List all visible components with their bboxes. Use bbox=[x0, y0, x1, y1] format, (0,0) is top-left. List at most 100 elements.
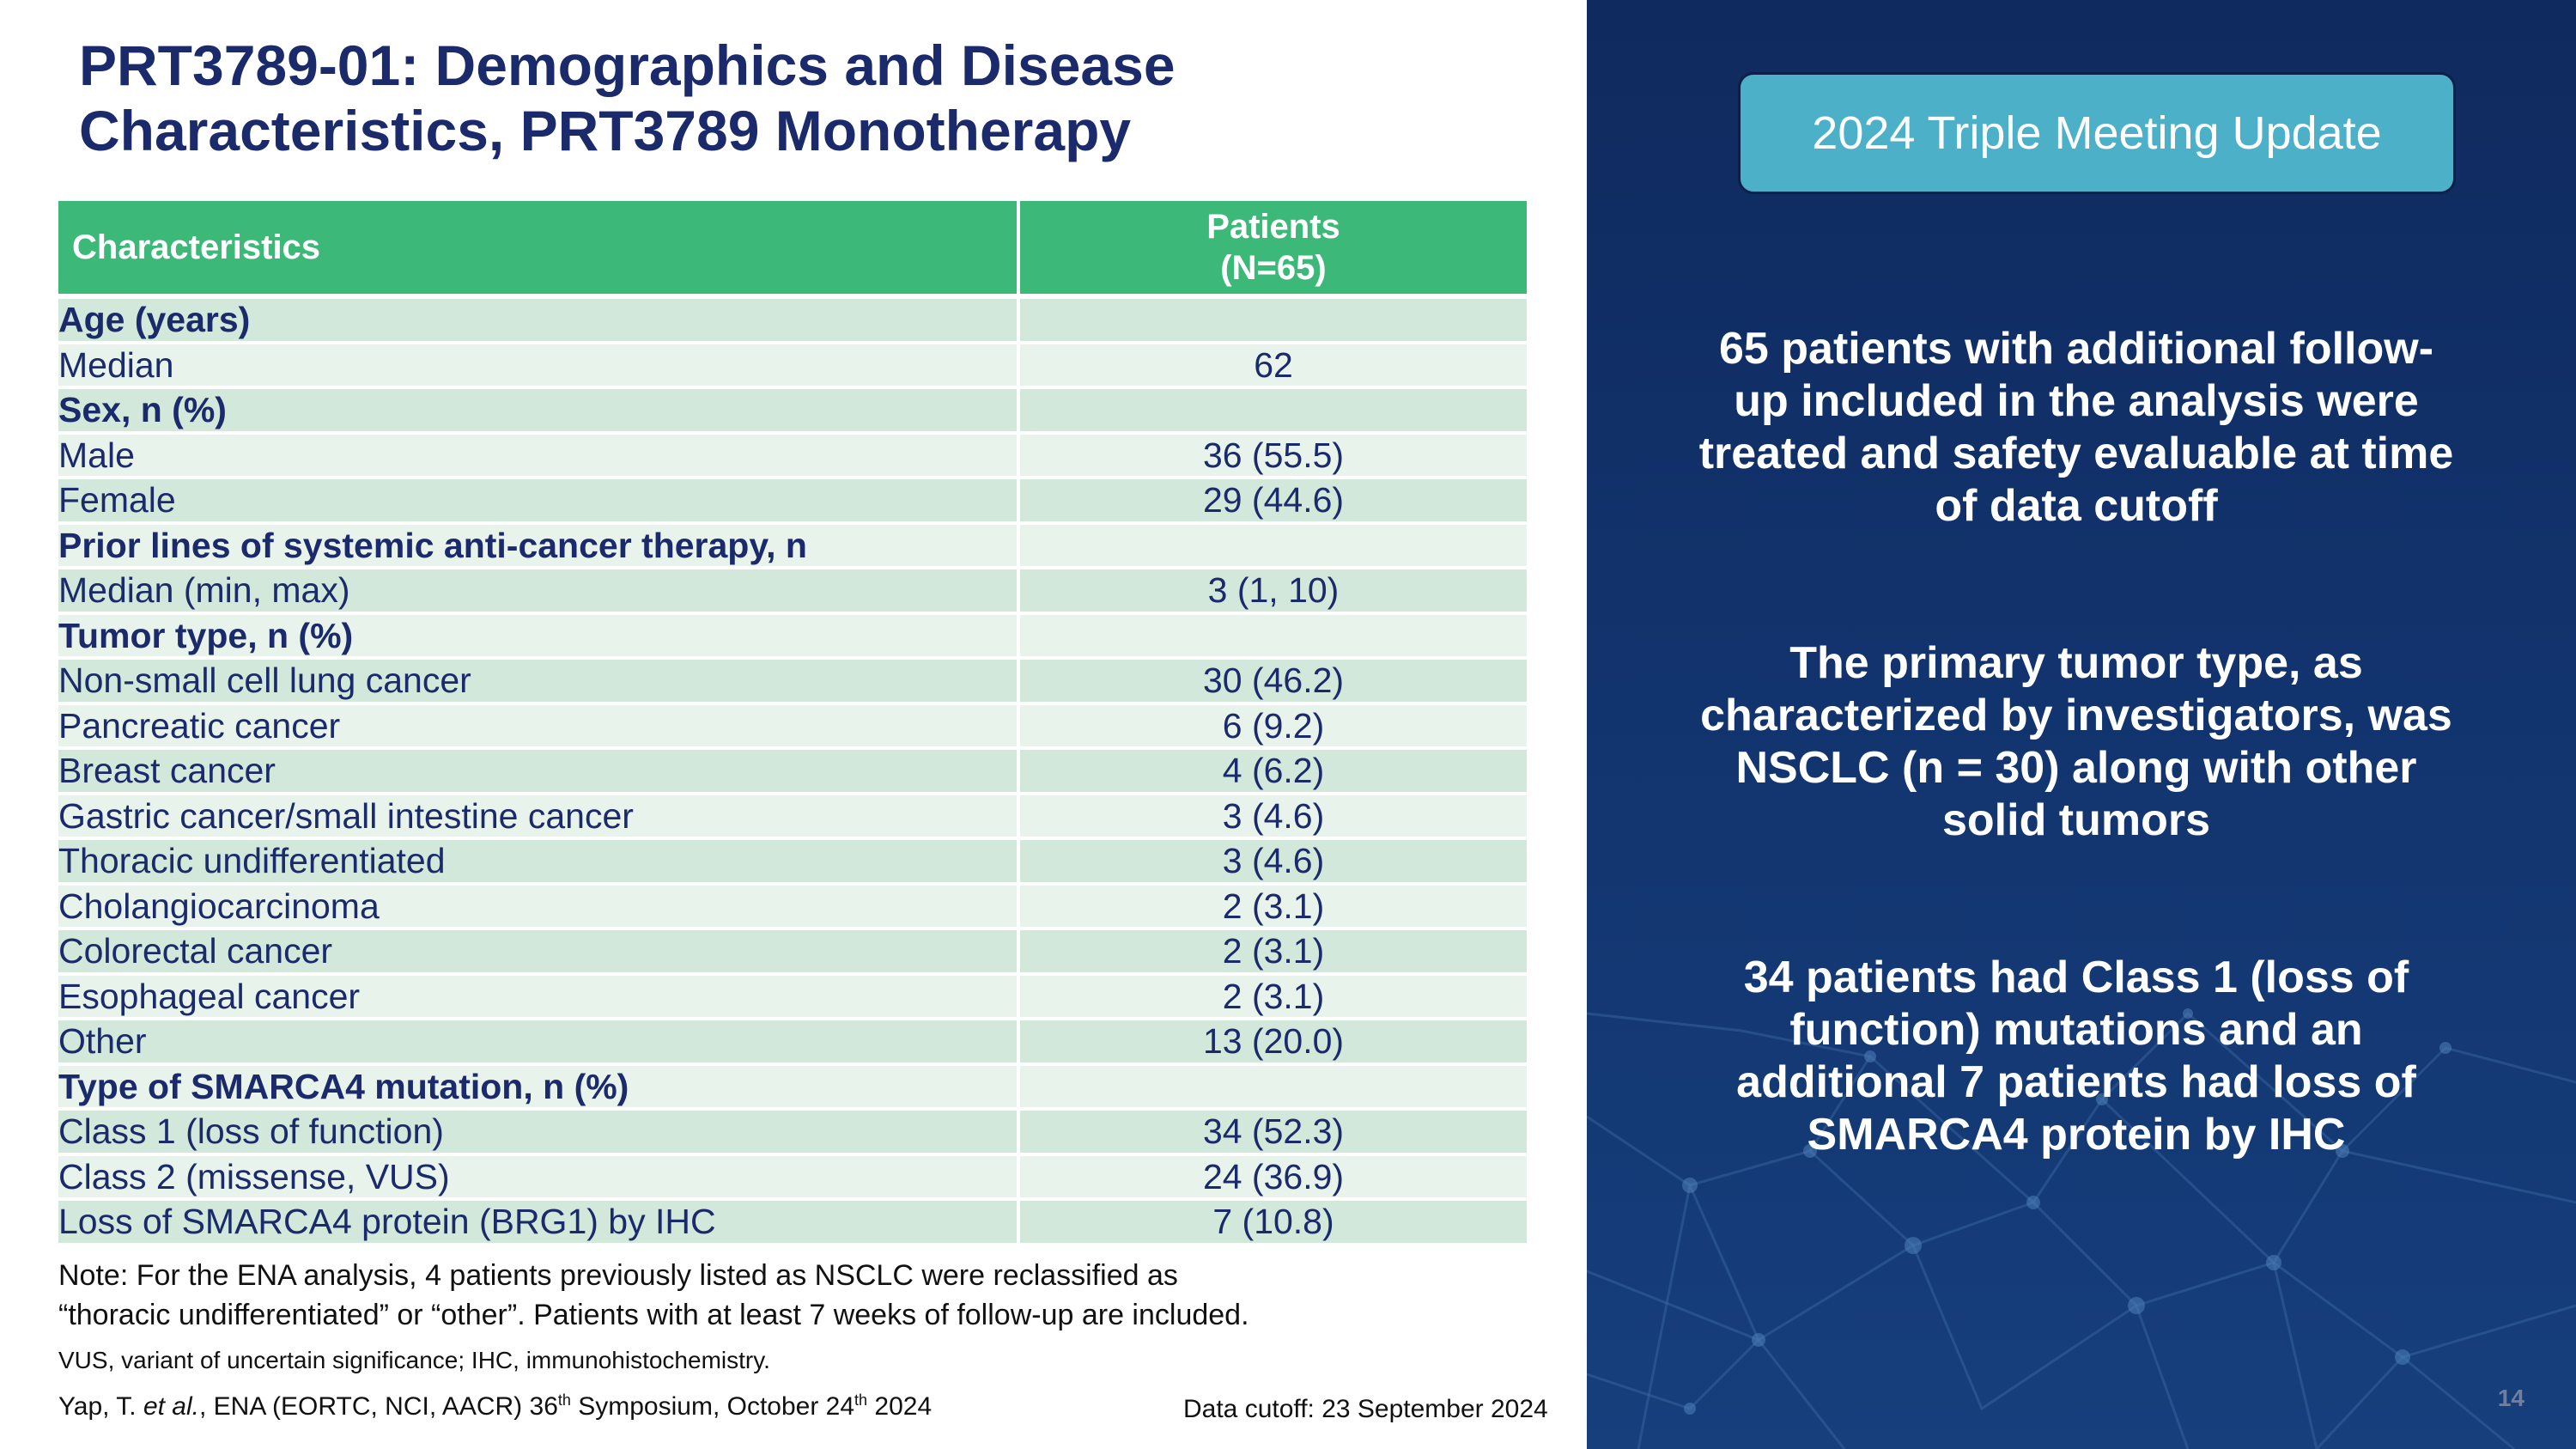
row-section-label: Prior lines of systemic anti-cancer ther… bbox=[58, 522, 1020, 569]
table-row: Sex, n (%) bbox=[58, 387, 1527, 435]
row-label: Pancreatic cancer bbox=[58, 703, 1020, 750]
summary-panel: 2024 Triple Meeting Update 65 patients w… bbox=[1587, 0, 2576, 1449]
row-section-label: Tumor type, n (%) bbox=[58, 612, 1020, 660]
row-value: 24 (36.9) bbox=[1018, 1154, 1527, 1201]
row-value bbox=[1018, 296, 1527, 344]
row-label: Cholangiocarcinoma bbox=[58, 883, 1020, 930]
row-value: 13 (20.0) bbox=[1018, 1019, 1527, 1066]
slide-title: PRT3789-01: Demographics and Disease Cha… bbox=[79, 33, 1539, 163]
citation-sup2: th bbox=[854, 1391, 868, 1409]
table-row: Tumor type, n (%) bbox=[58, 612, 1527, 660]
row-label: Thoracic undifferentiated bbox=[58, 838, 1020, 886]
row-label: Class 2 (missense, VUS) bbox=[58, 1154, 1020, 1201]
meeting-update-badge: 2024 Triple Meeting Update bbox=[1738, 72, 2456, 194]
row-value bbox=[1018, 612, 1527, 660]
footnote-note: Note: For the ENA analysis, 4 patients p… bbox=[58, 1256, 1518, 1335]
table-row: Non-small cell lung cancer 30 (46.2) bbox=[58, 658, 1527, 705]
row-value: 36 (55.5) bbox=[1018, 432, 1527, 479]
point2-line: characterized by investigators, was bbox=[1700, 691, 2452, 740]
network-background-graphic bbox=[1587, 1008, 2576, 1449]
row-section-label: Sex, n (%) bbox=[58, 387, 1020, 435]
row-value bbox=[1018, 522, 1527, 569]
note-line2: “thoracic undifferentiated” or “other”. … bbox=[58, 1299, 1249, 1331]
row-label: Female bbox=[58, 478, 1020, 525]
table-row: Other 13 (20.0) bbox=[58, 1019, 1527, 1066]
row-value: 6 (9.2) bbox=[1018, 703, 1527, 750]
header-patients-line1: Patients bbox=[1206, 208, 1340, 246]
row-label: Colorectal cancer bbox=[58, 928, 1020, 976]
data-cutoff: Data cutoff: 23 September 2024 bbox=[1183, 1395, 1548, 1423]
row-value bbox=[1018, 387, 1527, 435]
table-row: Colorectal cancer 2 (3.1) bbox=[58, 928, 1527, 976]
row-value: 2 (3.1) bbox=[1018, 928, 1527, 976]
row-value: 2 (3.1) bbox=[1018, 883, 1527, 930]
row-section-label: Type of SMARCA4 mutation, n (%) bbox=[58, 1063, 1020, 1111]
citation-year: 2024 bbox=[867, 1392, 933, 1421]
page-number: 14 bbox=[2497, 1385, 2524, 1411]
citation-sup1: th bbox=[557, 1391, 571, 1409]
row-label: Class 1 (loss of function) bbox=[58, 1109, 1020, 1156]
point1-line: treated and safety evaluable at time bbox=[1698, 429, 2454, 478]
row-value: 2 (3.1) bbox=[1018, 973, 1527, 1020]
row-label: Other bbox=[58, 1019, 1020, 1066]
row-label: Non-small cell lung cancer bbox=[58, 658, 1020, 705]
table-row: Prior lines of systemic anti-cancer ther… bbox=[58, 522, 1527, 569]
row-label: Esophageal cancer bbox=[58, 973, 1020, 1020]
table-row: Pancreatic cancer 6 (9.2) bbox=[58, 703, 1527, 750]
table-row: Male 36 (55.5) bbox=[58, 432, 1527, 479]
row-value: 34 (52.3) bbox=[1018, 1109, 1527, 1156]
point2-line: The primary tumor type, as bbox=[1789, 638, 2363, 688]
row-label: Gastric cancer/small intestine cancer bbox=[58, 793, 1020, 840]
point2-line: NSCLC (n = 30) along with other bbox=[1735, 743, 2417, 793]
row-value: 7 (10.8) bbox=[1018, 1199, 1527, 1246]
row-value: 3 (1, 10) bbox=[1018, 568, 1527, 615]
abbreviations: VUS, variant of uncertain significance; … bbox=[58, 1347, 770, 1373]
header-patients: Patients (N=65) bbox=[1018, 201, 1527, 299]
table-header-row: Characteristics Patients (N=65) bbox=[58, 201, 1527, 299]
point1-line: of data cutoff bbox=[1935, 481, 2218, 531]
slide-title-line1: PRT3789-01: Demographics and Disease bbox=[79, 33, 1176, 97]
row-value: 62 bbox=[1018, 342, 1527, 389]
summary-point-3: 34 patients had Class 1 (loss of functio… bbox=[1638, 952, 2514, 1161]
citation-prefix: Yap, T. bbox=[58, 1392, 143, 1421]
table-row: Class 2 (missense, VUS) 24 (36.9) bbox=[58, 1154, 1527, 1201]
row-value: 3 (4.6) bbox=[1018, 793, 1527, 840]
row-label: Median bbox=[58, 342, 1020, 389]
point3-line: function) mutations and an bbox=[1789, 1005, 2363, 1055]
table-row: Thoracic undifferentiated 3 (4.6) bbox=[58, 838, 1527, 886]
table-row: Median (min, max) 3 (1, 10) bbox=[58, 568, 1527, 615]
citation-middle: , ENA (EORTC, NCI, AACR) 36 bbox=[199, 1392, 558, 1421]
point1-line: up included in the analysis were bbox=[1734, 376, 2419, 426]
table-row: Median 62 bbox=[58, 342, 1527, 389]
table-row: Loss of SMARCA4 protein (BRG1) by IHC 7 (… bbox=[58, 1199, 1527, 1246]
point2-line: solid tumors bbox=[1941, 795, 2211, 845]
table-row: Age (years) bbox=[58, 296, 1527, 344]
row-section-label: Age (years) bbox=[58, 296, 1020, 344]
row-value: 29 (44.6) bbox=[1018, 478, 1527, 525]
row-label: Male bbox=[58, 432, 1020, 479]
summary-point-1: 65 patients with additional follow- up i… bbox=[1638, 323, 2514, 533]
point3-line: additional 7 patients had loss of bbox=[1736, 1057, 2416, 1107]
header-characteristics: Characteristics bbox=[58, 201, 1020, 299]
row-label: Breast cancer bbox=[58, 748, 1020, 795]
citation-etal: et al. bbox=[143, 1392, 199, 1421]
row-value: 4 (6.2) bbox=[1018, 748, 1527, 795]
table-row: Type of SMARCA4 mutation, n (%) bbox=[58, 1063, 1527, 1111]
table-row: Female 29 (44.6) bbox=[58, 478, 1527, 525]
citation: Yap, T. et al., ENA (EORTC, NCI, AACR) 3… bbox=[58, 1391, 932, 1422]
table-body: Age (years) Median 62 Sex, n (%) Male 36 (55.… bbox=[58, 296, 1527, 1246]
row-value: 3 (4.6) bbox=[1018, 838, 1527, 886]
header-patients-line2: (N=65) bbox=[1220, 249, 1327, 287]
slide-title-line2: Characteristics, PRT3789 Monotherapy bbox=[79, 99, 1132, 162]
table-row: Gastric cancer/small intestine cancer 3 (… bbox=[58, 793, 1527, 840]
summary-point-2: The primary tumor type, as characterized… bbox=[1638, 637, 2514, 847]
point3-line: 34 patients had Class 1 (loss of bbox=[1743, 953, 2409, 1002]
note-line1: Note: For the ENA analysis, 4 patients p… bbox=[58, 1259, 1178, 1292]
citation-after: Symposium, October 24 bbox=[570, 1392, 855, 1421]
table-row: Cholangiocarcinoma 2 (3.1) bbox=[58, 883, 1527, 930]
point1-line: 65 patients with additional follow- bbox=[1718, 324, 2434, 374]
table-row: Breast cancer 4 (6.2) bbox=[58, 748, 1527, 795]
row-value: 30 (46.2) bbox=[1018, 658, 1527, 705]
demographics-table: Characteristics Patients (N=65) Age (yea… bbox=[58, 201, 1527, 1246]
table-row: Class 1 (loss of function) 34 (52.3) bbox=[58, 1109, 1527, 1156]
